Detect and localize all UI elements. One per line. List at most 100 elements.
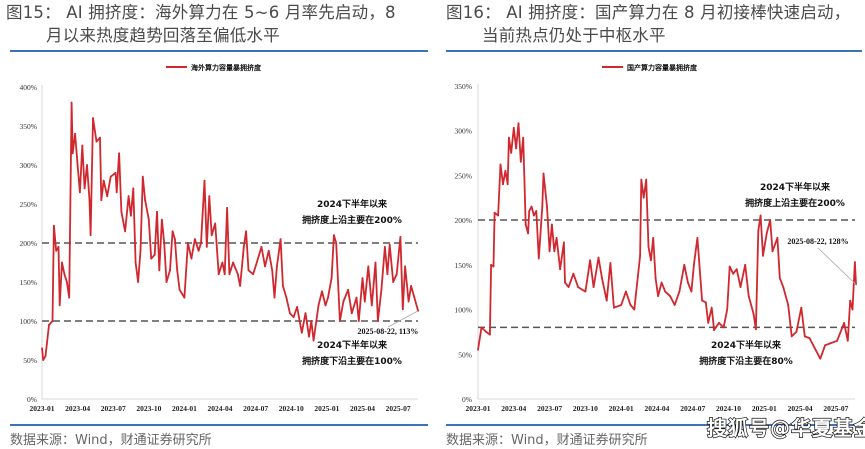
chart-1-x-tick-label: 2023-10 [136, 404, 161, 413]
chart-2-data-point [620, 304, 623, 306]
chart-1-data-point [384, 246, 386, 248]
figure-16-source: 数据来源：Wind，财通证券研究所 [446, 433, 648, 448]
figure-15-title-line2: 月以来热度趋势回落至偏低水平 [46, 26, 280, 45]
chart-2-data-point [828, 342, 831, 345]
chart-1-data-point [114, 171, 117, 174]
chart-1-data-point [350, 312, 353, 315]
chart-1-data-point [210, 234, 213, 237]
chart-1-data-point [174, 238, 176, 241]
chart-2-data-point [814, 348, 817, 351]
chart-1-data-point [130, 214, 132, 217]
chart-1-data-point [88, 199, 91, 202]
chart-2-data-point [553, 250, 556, 253]
chart-1-data-point [392, 281, 395, 283]
chart-2-data-point [497, 214, 499, 217]
chart-1-data-point [169, 269, 171, 272]
chart-2-data-point [477, 348, 479, 351]
chart-1-data-point [324, 304, 327, 307]
chart-1-data-point [124, 230, 126, 233]
chart-2-data-point [519, 160, 522, 163]
chart-1-y-tick-label: 350% [20, 122, 38, 131]
chart-2-data-point [851, 308, 854, 311]
chart-2-annotation-last-point: 2025-08-22, 128% [787, 237, 848, 246]
chart-2-data-point [819, 357, 822, 360]
chart-1-data-point [292, 316, 295, 318]
chart-2-data-point [645, 178, 648, 181]
chart-1-data-point [63, 273, 66, 276]
chart-1-data-point [232, 261, 235, 264]
chart-1-data-point [380, 288, 383, 291]
chart-1-data-point [208, 195, 211, 198]
chart-2-data-point [713, 329, 715, 331]
chart-2-data-point [726, 308, 729, 311]
chart-2-data-point [771, 250, 774, 253]
chart-1-data-point [41, 347, 43, 350]
chart-2-y-tick-label: 0% [462, 395, 472, 404]
chart-2-data-point [678, 290, 681, 293]
figure-15-source: 数据来源：Wind，财通证券研究所 [10, 433, 212, 448]
chart-2-y-tick-label: 200% [455, 216, 473, 225]
chart-1-data-point [81, 144, 84, 147]
chart-2-data-point [735, 268, 738, 271]
chart-2-y-tick-label: 150% [455, 261, 473, 270]
chart-1-data-point [296, 306, 298, 308]
chart-2-data-point [669, 295, 671, 297]
chart-2-data-point [693, 263, 695, 266]
chart-2-y-tick-label: 300% [455, 127, 473, 136]
chart-2-data-point [642, 196, 645, 199]
chart-1-data-point [83, 187, 86, 190]
chart-2-x-tick-label: 2024-04 [644, 404, 669, 413]
chart-1-data-point [61, 261, 63, 264]
chart-1-data-point [58, 304, 61, 307]
chart-1-data-point [150, 257, 153, 260]
chart-2-data-point [515, 147, 517, 150]
chart-1-data-point [66, 281, 68, 283]
chart-2-data-point [660, 281, 663, 284]
figure-16-title-line1: 图16： AI 拥挤度：国产算力在 8 月初接棒快速启动， [446, 3, 851, 22]
chart-1-data-point [279, 238, 282, 241]
chart-1-data-point [245, 230, 248, 233]
chart-2-last-point-leader [817, 247, 857, 285]
chart-1-data-point [171, 230, 174, 233]
chart-1-annotation-upper-line2: 拥挤度上沿主要在200% [302, 214, 402, 226]
chart-2-data-point [759, 214, 762, 217]
chart-2-data-point [757, 229, 760, 232]
chart-2-data-point [517, 122, 520, 125]
chart-1-data-point [386, 273, 389, 276]
chart-2-x-tick-label: 2024-01 [609, 404, 634, 413]
chart-1-data-point [132, 187, 135, 190]
chart-2-data-point [633, 308, 636, 311]
chart-1-data-point [44, 355, 47, 357]
chart-2-y-tick-label: 350% [455, 82, 473, 91]
chart-1-data-point [109, 175, 112, 178]
chart-2-data-point [613, 306, 615, 309]
chart-2-data-point [846, 339, 849, 342]
chart-1-data-point [410, 285, 412, 287]
chart-1-data-point [144, 199, 147, 202]
chart-1-data-point [312, 339, 315, 342]
chart-2-data-point [782, 286, 785, 288]
chart-2-data-point [854, 261, 856, 263]
chart-1-data-point [102, 179, 105, 182]
chart-1-x-tick-label: 2024-07 [243, 404, 268, 413]
chart-1-data-point [260, 246, 263, 248]
chart-2-data-point [650, 259, 652, 262]
chart-1-data-point [399, 235, 402, 238]
chart-1-y-tick-label: 0% [27, 395, 37, 404]
figure-16-top-rule [446, 50, 862, 52]
chart-1-data-point [76, 164, 79, 166]
chart-2-data-point [696, 237, 699, 239]
chart-2-data-point [710, 306, 713, 309]
chart-2-data-point [800, 306, 803, 309]
chart-2-data-point [673, 304, 676, 306]
chart-1-y-tick-label: 50% [23, 356, 37, 365]
chart-1-data-point [308, 335, 310, 338]
chart-1-data-point [370, 304, 373, 307]
chart-2-series-line [477, 122, 857, 360]
chart-1-data-point [203, 179, 206, 182]
chart-2-data-point [492, 265, 495, 268]
chart-2-data-point [787, 304, 790, 306]
chart-2-data-point [584, 290, 587, 293]
chart-1-data-point [71, 152, 74, 155]
chart-1-data-point [187, 242, 189, 244]
